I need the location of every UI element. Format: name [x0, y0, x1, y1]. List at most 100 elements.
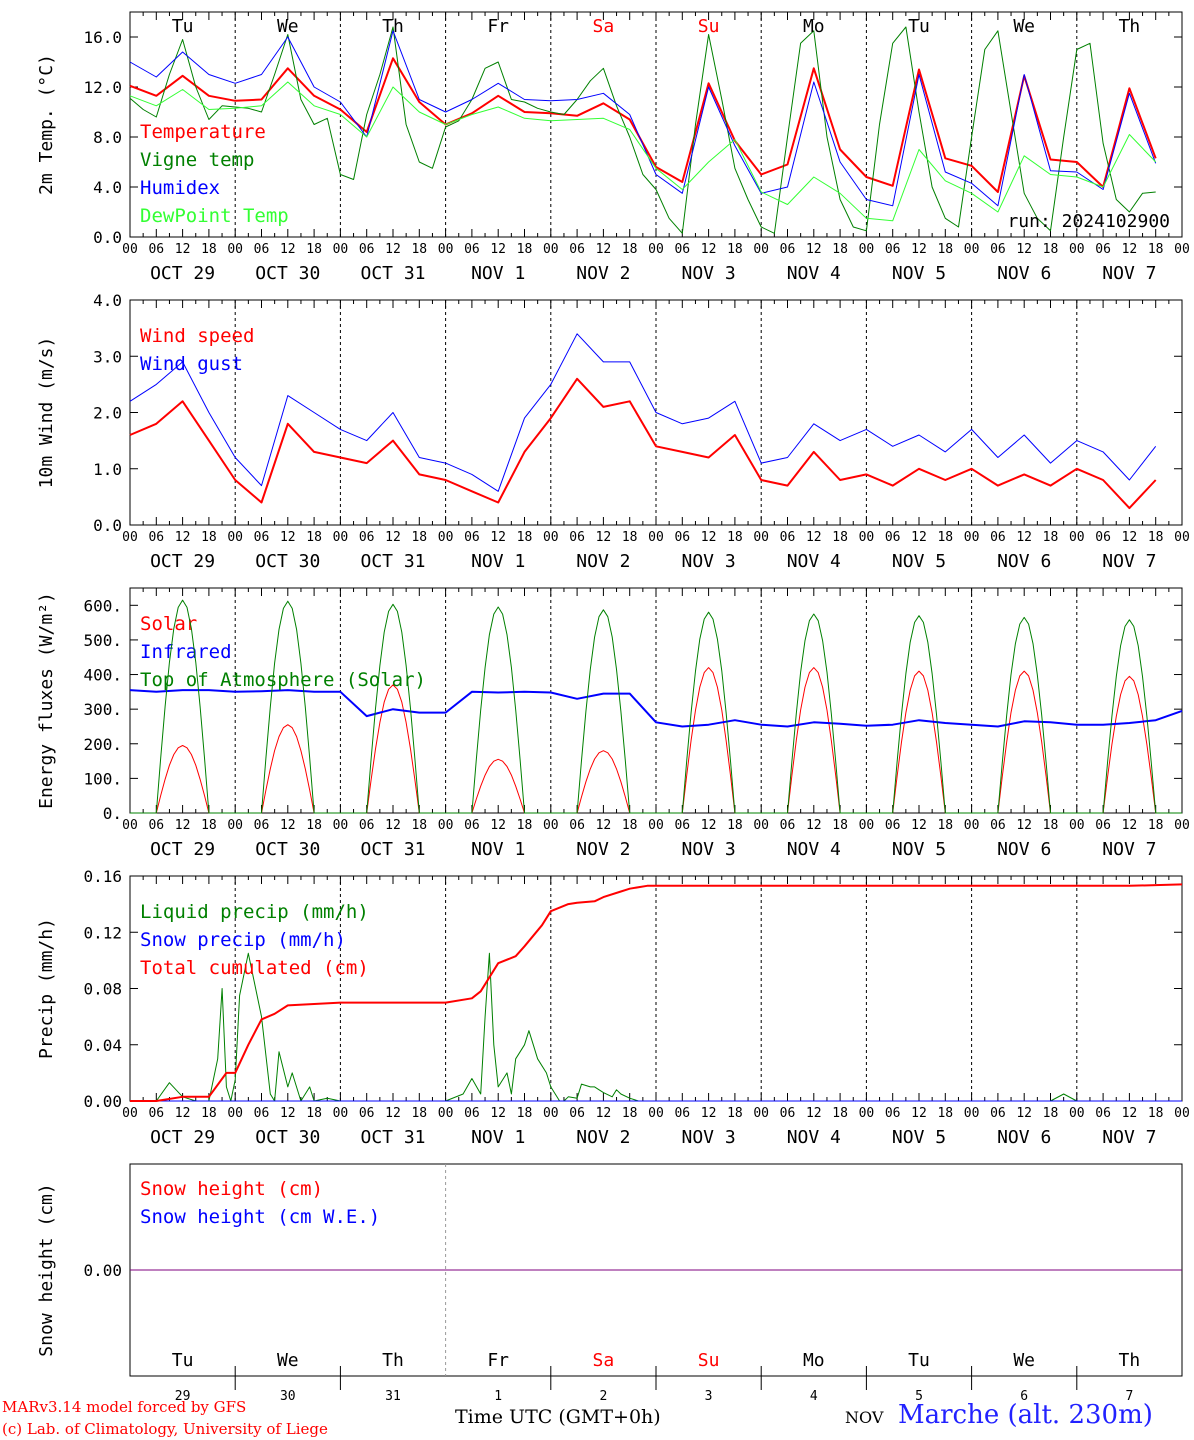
hour-label: 18	[622, 242, 638, 257]
y-axis-label: 2m Temp. (°C)	[36, 54, 57, 195]
day-number: 30	[280, 1389, 296, 1404]
plot-frame	[129, 11, 1183, 238]
weekday-label: Tu	[172, 16, 194, 37]
hour-label: 00	[859, 242, 875, 257]
legend-entry: Wind gust	[140, 353, 243, 375]
hour-label: 18	[201, 818, 217, 833]
hour-label: 06	[1095, 1106, 1111, 1121]
hour-label: 06	[569, 818, 585, 833]
legend-entry: Snow precip (mm/h)	[140, 929, 346, 951]
hour-label: 06	[254, 1106, 270, 1121]
legend-entry: Liquid precip (mm/h)	[140, 901, 369, 923]
weekday-label: Su	[698, 16, 720, 37]
date-label: NOV 1	[471, 263, 525, 284]
hour-label: 06	[148, 530, 164, 545]
hour-label: 00	[964, 818, 980, 833]
weekday-label: Mo	[803, 1350, 825, 1371]
legend-entry: Total cumulated (cm)	[140, 957, 369, 979]
hour-label: 18	[517, 530, 533, 545]
hour-label: 00	[1174, 530, 1190, 545]
hour-label: 06	[254, 530, 270, 545]
date-label: NOV 2	[576, 1127, 630, 1148]
hour-label: 12	[385, 818, 401, 833]
hour-label: 06	[674, 818, 690, 833]
hour-label: 06	[359, 1106, 375, 1121]
date-label: NOV 1	[471, 839, 525, 860]
weekday-label: We	[277, 1350, 299, 1371]
date-label: NOV 5	[892, 551, 946, 572]
hour-label: 18	[411, 818, 427, 833]
date-label: OCT 29	[150, 1127, 215, 1148]
hour-label: 12	[806, 242, 822, 257]
hour-label: 06	[674, 530, 690, 545]
weekday-label: Tu	[172, 1350, 194, 1371]
hour-label: 18	[1148, 1106, 1164, 1121]
hour-label: 12	[911, 242, 927, 257]
hour-label: 06	[359, 530, 375, 545]
hour-label: 06	[780, 242, 796, 257]
y-tick-label: 1.0	[93, 460, 122, 479]
hour-label: 12	[385, 1106, 401, 1121]
hour-label: 12	[1016, 1106, 1032, 1121]
date-label: OCT 31	[360, 839, 425, 860]
hour-label: 06	[569, 530, 585, 545]
hour-label: 12	[490, 530, 506, 545]
hour-label: 12	[806, 1106, 822, 1121]
hour-label: 06	[885, 1106, 901, 1121]
date-label: NOV 4	[787, 839, 841, 860]
weekday-label: Th	[1119, 1350, 1141, 1371]
y-axis-label: Snow height (cm)	[36, 1183, 57, 1356]
hour-label: 18	[832, 818, 848, 833]
hour-label: 06	[1095, 818, 1111, 833]
hour-label: 12	[701, 1106, 717, 1121]
series-line-liquid-precip-mm-h-	[130, 952, 1182, 1102]
weekday-label: Tu	[908, 1350, 930, 1371]
hour-label: 12	[1122, 242, 1138, 257]
date-label: NOV 2	[576, 263, 630, 284]
date-label: NOV 3	[682, 263, 736, 284]
panel-4: 00 06 12 18 00 06 12 18 00 06 12 18 00 06 12 18 00 06 12 18…	[36, 867, 1190, 1148]
legend-entry: Wind speed	[140, 325, 254, 347]
hour-label: 12	[596, 242, 612, 257]
hour-label: 06	[464, 818, 480, 833]
hour-label: 06	[674, 1106, 690, 1121]
hour-label: 00	[543, 1106, 559, 1121]
weekday-label: Sa	[593, 16, 615, 37]
hour-label: 06	[569, 242, 585, 257]
hour-label: 12	[1122, 530, 1138, 545]
hour-label: 00	[227, 1106, 243, 1121]
date-label: NOV 2	[576, 551, 630, 572]
hour-label: 00	[1069, 818, 1085, 833]
weekday-label: Fr	[487, 16, 509, 37]
weekday-label: Th	[382, 16, 404, 37]
hour-label: 06	[990, 242, 1006, 257]
hour-label: 00	[1174, 242, 1190, 257]
hour-label: 12	[806, 530, 822, 545]
x-axis-title: Time UTC (GMT+0h)	[455, 1406, 661, 1428]
hour-label: 18	[517, 818, 533, 833]
hour-label: 06	[1095, 530, 1111, 545]
hour-label: 06	[990, 530, 1006, 545]
date-label: OCT 29	[150, 551, 215, 572]
hour-label: 18	[937, 530, 953, 545]
weekday-label: Fr	[487, 1350, 509, 1371]
hour-label: 00	[648, 530, 664, 545]
hour-label: 18	[622, 1106, 638, 1121]
hour-label: 00	[227, 242, 243, 257]
date-label: OCT 31	[360, 263, 425, 284]
hour-label: 06	[359, 818, 375, 833]
legend-entry: Infrared	[140, 641, 232, 663]
weekday-label: Th	[1119, 16, 1141, 37]
month-label: NOV	[845, 1408, 884, 1427]
hour-label: 18	[306, 1106, 322, 1121]
hour-label: 06	[885, 242, 901, 257]
weekday-label: Sa	[593, 1350, 615, 1371]
hour-label: 00	[1069, 530, 1085, 545]
date-label: NOV 7	[1102, 551, 1156, 572]
day-number: 29	[175, 1389, 191, 1404]
hour-label: 18	[1043, 530, 1059, 545]
legend-entry: Solar	[140, 613, 197, 635]
hour-label: 18	[201, 242, 217, 257]
series-line-infrared	[129, 689, 1183, 728]
legend-entry: Humidex	[140, 177, 220, 199]
